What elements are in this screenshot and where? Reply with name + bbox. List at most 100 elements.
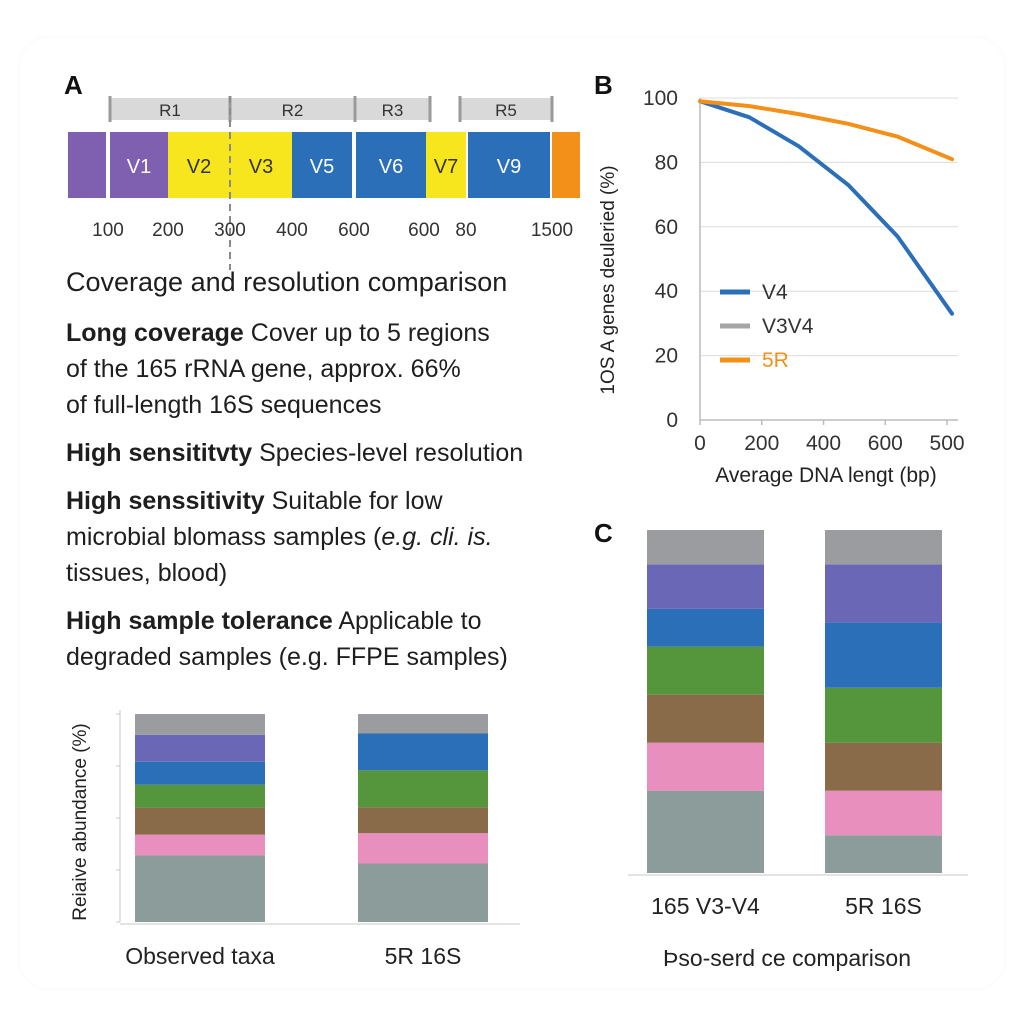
line-chart: B 0 20 40 60 80 100 0 200 400 600 500 V4 V3V4 5R 1OS…: [594, 70, 965, 487]
segment-V7: [426, 132, 466, 198]
segment-V9: [468, 132, 550, 198]
tick-label: 80: [455, 220, 476, 241]
y-tick-label: 20: [655, 345, 678, 368]
region-label: R2: [282, 101, 304, 120]
feature-title: High sample tolerance: [66, 607, 333, 635]
feature-title: High senssitivity: [66, 487, 265, 515]
feature-line: tissues, blood): [66, 559, 228, 587]
series-line-5r: [698, 99, 954, 162]
segment-V3: [230, 132, 292, 198]
feature-title: Long coverage: [66, 319, 244, 347]
bar-segment-grey-base: [825, 835, 942, 873]
series-line-v4: [698, 99, 954, 316]
feature-italic-example: e.g. cli. is.: [381, 523, 493, 551]
y-tick-label: 80: [655, 151, 678, 174]
tick-label: 100: [92, 220, 124, 241]
gene-map: A R1 R2 R3 R5 V1 V2 V3 V5 V6 V7 V9 100 200 300 400 60…: [64, 70, 580, 270]
feature-line: degraded samples (e.g. FFPE samples): [66, 643, 508, 671]
panel-b-label: B: [594, 70, 613, 100]
region-label: R3: [382, 101, 404, 120]
section-heading: Coverage and resolution comparison: [66, 267, 508, 297]
y-axis-title: 1OS A genes deuleried (%): [598, 165, 619, 394]
bar-segment-brown: [135, 807, 265, 835]
feature-low-biomass: High senssitivity Suitable for low micro…: [66, 483, 596, 591]
bar-segment-pink: [135, 834, 265, 856]
region-bracket-R1: [110, 98, 230, 120]
x-tick-label: 500: [930, 432, 965, 455]
x-tick-label: 400: [806, 432, 841, 455]
segment-label: V9: [497, 156, 521, 178]
bar-segment-green: [358, 770, 488, 808]
region-label: R1: [159, 101, 181, 120]
y-axis-title: Reiaive abundance (%): [70, 723, 91, 921]
bar-segment-grey-top: [358, 714, 488, 734]
x-axis-title: Average DNA lengt (bp): [715, 464, 936, 487]
bar-segment-brown: [358, 807, 488, 834]
segment-flank: [552, 132, 580, 198]
segment-flank: [68, 132, 106, 198]
panel-a-label: A: [64, 70, 83, 100]
bar-segment-pink: [358, 833, 488, 864]
region-bracket-R2: [230, 98, 355, 120]
feature-line: of the 165 rRNA gene, approx. 66%: [66, 355, 461, 383]
segment-V2: [168, 132, 230, 198]
bar-segment-grey-base: [647, 790, 764, 873]
y-tick-label: 60: [655, 216, 678, 239]
x-tick-label: 0: [694, 432, 706, 455]
feature-line: microbial blomass samples (: [66, 523, 382, 551]
segment-label: V6: [379, 156, 403, 178]
tick-label: 600: [338, 220, 370, 241]
stacked-bar-chart-comparison: C 165 V3-V4 5R 16S Þso-serd ce comparison: [594, 518, 968, 971]
segment-label: V2: [187, 156, 211, 178]
bar-segment-blue: [358, 733, 488, 771]
bar-segment-green: [647, 646, 764, 695]
bar-segment-grey-top: [135, 714, 265, 735]
feature-line: Species-level resolution: [259, 439, 524, 467]
bar-segment-grey-base: [358, 863, 488, 922]
feature-line: Suitable for low: [271, 487, 443, 515]
y-tick-label: 100: [643, 87, 678, 110]
x-tick-label: 600: [868, 432, 903, 455]
bar-segment-grey-top: [825, 530, 942, 565]
feature-species-resolution: High sensititvty Species-level resolutio…: [66, 435, 596, 471]
feature-line: Applicable to: [338, 607, 482, 635]
category-label: Observed taxa: [125, 943, 275, 969]
bar-segment-blue: [825, 622, 942, 688]
tick-label: 600: [408, 220, 440, 241]
feature-line: Cover up to 5 regions: [250, 319, 490, 347]
tick-label: 300: [214, 220, 246, 241]
tick-label: 1500: [531, 220, 573, 241]
legend-label: V4: [762, 281, 788, 304]
category-label: 5R 16S: [845, 893, 922, 919]
tick-label: 400: [276, 220, 308, 241]
y-tick-label: 0: [666, 409, 678, 432]
region-bracket-R3: [355, 98, 430, 120]
bar-segment-brown: [825, 742, 942, 791]
bar-segment-green: [135, 784, 265, 808]
x-tick-label: 200: [744, 432, 779, 455]
bar-segment-blue: [647, 608, 764, 647]
feature-line: of full-length 16S sequences: [66, 391, 382, 419]
segment-V5: [292, 132, 352, 198]
bar-segment-grey-base: [135, 855, 265, 922]
segment-label: V1: [127, 156, 151, 178]
segment-V1: [110, 132, 168, 198]
category-label: 165 V3-V4: [651, 893, 760, 919]
panel-c-label: C: [594, 518, 613, 548]
x-axis-title: Þso-serd ce comparison: [663, 945, 911, 971]
feature-sample-tolerance: High sample tolerance Applicable to degr…: [66, 603, 596, 675]
bar-segment-purple: [135, 734, 265, 762]
bar-segment-pink: [647, 742, 764, 791]
segment-V6: [356, 132, 426, 198]
bar-segment-brown: [647, 694, 764, 743]
bar-segment-purple: [647, 564, 764, 609]
stacked-bar-chart-abundance: Reiaive abundance (%) Observed taxa 5R 16…: [70, 710, 520, 969]
region-label: R5: [495, 101, 517, 120]
tick-label: 200: [152, 220, 184, 241]
feature-long-coverage: Long coverage Cover up to 5 regions of t…: [66, 315, 596, 423]
bar-segment-grey-top: [647, 530, 764, 565]
region-bracket-R5: [460, 98, 552, 120]
bar-segment-purple: [825, 564, 942, 623]
category-label: 5R 16S: [385, 943, 462, 969]
